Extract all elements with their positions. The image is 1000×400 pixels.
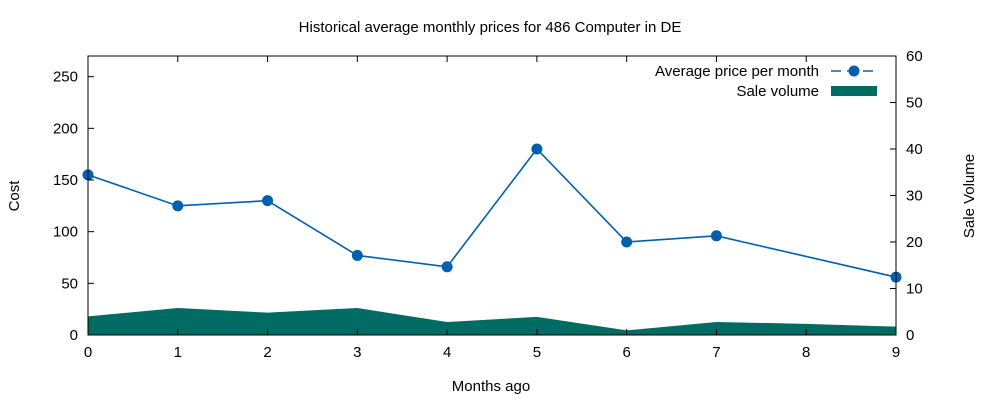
- price-point: [710, 230, 722, 242]
- price-point: [441, 261, 453, 273]
- legend-price-marker: [848, 65, 860, 77]
- legend-swatch-price: [831, 65, 877, 77]
- y2-axis-title: Sale Volume: [961, 154, 978, 238]
- y2-tick-label: 10: [906, 281, 923, 298]
- price-point: [621, 236, 633, 248]
- legend-swatch-volume: [831, 86, 877, 96]
- sale-volume-area-layer: [88, 308, 896, 335]
- y-tick-label: 0: [70, 327, 78, 344]
- price-point: [531, 143, 543, 155]
- x-tick-label: 2: [263, 344, 271, 361]
- x-tick-label: 1: [174, 344, 182, 361]
- y2-tick-label: 60: [906, 48, 923, 65]
- y-tick-label: 200: [53, 120, 78, 137]
- y-tick-label: 100: [53, 224, 78, 241]
- x-tick-label: 0: [84, 344, 92, 361]
- x-axis: 0 1 2 3 4 5 6 7 8 9: [84, 56, 900, 361]
- x-tick-label: 7: [712, 344, 720, 361]
- x-tick-label: 9: [892, 344, 900, 361]
- legend: Average price per month Sale volume: [655, 63, 877, 100]
- y2-tick-label: 40: [906, 141, 923, 158]
- sale-volume-area: [88, 308, 896, 335]
- x-tick-label: 4: [443, 344, 451, 361]
- y-tick-label: 250: [53, 69, 78, 86]
- price-point: [172, 200, 184, 212]
- y2-tick-label: 50: [906, 95, 923, 112]
- legend-label-price: Average price per month: [655, 63, 819, 80]
- x-tick-label: 3: [353, 344, 361, 361]
- price-line-layer: [82, 143, 902, 283]
- x-tick-label: 5: [533, 344, 541, 361]
- y-axis-title: Cost: [6, 180, 23, 212]
- chart-title: Historical average monthly prices for 48…: [299, 19, 682, 36]
- y-tick-label: 50: [61, 275, 78, 292]
- y-tick-label: 150: [53, 172, 78, 189]
- price-point: [262, 195, 274, 207]
- y2-tick-label: 20: [906, 234, 923, 251]
- y-axis-left: 0 50 100 150 200 250: [53, 69, 94, 344]
- y-axis-right: 0 10 20 30 40 50 60: [890, 48, 923, 344]
- y2-tick-label: 30: [906, 188, 923, 205]
- x-axis-title: Months ago: [452, 378, 530, 395]
- price-point: [351, 249, 363, 261]
- price-line: [87, 147, 897, 278]
- x-tick-label: 8: [802, 344, 810, 361]
- legend-label-volume: Sale volume: [736, 83, 819, 100]
- x-tick-label: 6: [622, 344, 630, 361]
- y2-tick-label: 0: [906, 327, 914, 344]
